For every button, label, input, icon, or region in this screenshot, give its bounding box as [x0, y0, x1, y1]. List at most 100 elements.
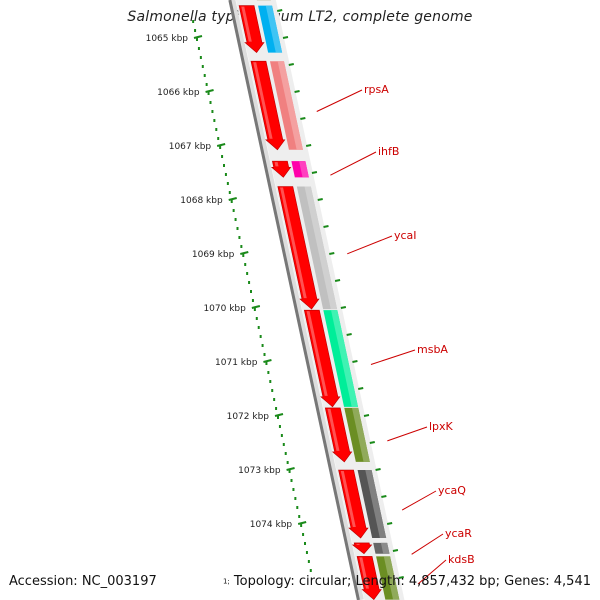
feature-tracks: [235, 0, 405, 600]
scale-tick: [297, 521, 307, 525]
cds-highlight: [253, 62, 273, 139]
gene-block-shade: [277, 61, 303, 150]
track-tick: [277, 9, 283, 12]
ruler-dot: [288, 470, 291, 473]
scale-tick-label: 1065 kbp: [146, 34, 189, 44]
ruler-dot: [199, 56, 202, 59]
cds-highlight: [306, 311, 328, 396]
topology-text: Topology: circular; Length: 4,857,432 bp…: [233, 574, 591, 589]
gene-labels: rpsA ihfB ycaI msbA lpxK ycaQ ycaR kdsB: [316, 83, 475, 585]
ruler-dot: [230, 200, 233, 203]
ruler-dot: [240, 245, 243, 248]
ruler-dot: [194, 29, 197, 32]
ruler-dot: [257, 326, 260, 329]
ruler-dot: [211, 110, 214, 113]
track-tick: [282, 36, 289, 39]
ruler-dot: [292, 488, 295, 491]
ruler-dot: [305, 551, 308, 554]
gene-leader-line: [316, 89, 363, 112]
gene-label-ihfB[interactable]: ihfB: [378, 145, 399, 158]
gene-label-lpxK[interactable]: lpxK: [429, 420, 454, 433]
gene-leader-line: [347, 235, 393, 255]
ruler-dot: [304, 542, 307, 545]
gene-block-shade: [365, 470, 387, 539]
ruler-dot: [234, 218, 237, 221]
ruler-dot: [300, 524, 303, 527]
track-tick: [323, 225, 329, 228]
gene-leader-line: [330, 151, 377, 176]
genome-backbone: [228, 0, 364, 600]
ruler-dot: [192, 20, 195, 23]
scale-tick: [286, 467, 295, 471]
topology-summary: 1; Topology: circular; Length: 4,857,432…: [223, 574, 591, 589]
ruler-dot: [238, 236, 241, 239]
track-tick: [305, 144, 312, 147]
track-tick: [288, 63, 294, 66]
ruler-dot: [294, 497, 297, 500]
ruler-dot: [224, 173, 227, 176]
gene-label-rpsA[interactable]: rpsA: [364, 83, 389, 96]
gene-leader-line: [411, 533, 444, 555]
track-tick: [386, 522, 393, 525]
cds-highlight: [359, 557, 369, 589]
cds-highlight: [340, 471, 356, 528]
ruler-dot: [284, 452, 287, 455]
scale-tick-label: 1073 kbp: [238, 466, 281, 476]
gene-leader-line: [417, 559, 447, 585]
ruler-dot: [263, 353, 266, 356]
ruler-dot: [271, 389, 274, 392]
ruler-dot: [309, 569, 312, 572]
ruler-dot: [259, 335, 262, 338]
ruler-dot: [275, 407, 278, 410]
track-tick: [317, 198, 323, 201]
gene-label-kdsB[interactable]: kdsB: [448, 553, 475, 566]
backbone-line: [228, 0, 360, 600]
scale-tick: [251, 305, 261, 309]
gene-block-shade: [331, 310, 359, 407]
ruler-dot: [223, 164, 226, 167]
ruler-dot: [269, 380, 272, 383]
ruler-dot: [298, 515, 301, 518]
gene-label-ycaQ[interactable]: ycaQ: [438, 484, 466, 497]
ruler-dot: [282, 443, 285, 446]
scale-tick: [240, 251, 249, 255]
track-tick: [358, 387, 364, 390]
track-tick: [329, 252, 335, 255]
gene-label-ycaI[interactable]: ycaI: [394, 229, 417, 242]
ruler-dot: [213, 119, 216, 122]
scale-ticks: 1065 kbp 1066 kbp 1067 kbp 1068 kbp 1069 kbp…: [146, 34, 307, 530]
scale-tick: [193, 35, 203, 39]
ruler-dot: [278, 425, 281, 428]
cds-arrow[interactable]: [351, 542, 373, 555]
ruler-dot: [221, 155, 224, 158]
scale-tick-label: 1069 kbp: [192, 250, 235, 260]
cds-highlight: [274, 162, 279, 167]
backbone-shadow: [228, 0, 364, 600]
ruler-dot: [286, 461, 289, 464]
cds-highlight: [327, 408, 340, 451]
ruler-dot: [242, 254, 245, 257]
gene-label-msbA[interactable]: msbA: [417, 343, 448, 356]
gene-leader-line: [401, 490, 437, 511]
ruler-dot: [207, 92, 210, 95]
track-tick: [352, 360, 358, 363]
scale-tick-label: 1068 kbp: [180, 196, 223, 206]
scale-tick-label: 1070 kbp: [203, 304, 246, 314]
track-tick: [398, 576, 404, 579]
scale-dotted-line: [192, 20, 312, 572]
track-tick: [340, 306, 347, 309]
track-tick: [334, 279, 341, 282]
ruler-dot: [196, 38, 198, 41]
gene-block-shade: [299, 161, 309, 178]
ruler-dot: [265, 362, 268, 365]
ruler-dot: [255, 317, 258, 320]
track-tick: [311, 171, 318, 174]
ruler-dot: [209, 101, 212, 104]
gene-label-ycaR[interactable]: ycaR: [445, 527, 472, 540]
ruler-dot: [280, 434, 283, 437]
gene-block-shade: [351, 407, 370, 462]
scale-tick-label: 1067 kbp: [169, 142, 212, 152]
cds-highlight: [241, 6, 252, 42]
ruler-dot: [248, 281, 251, 284]
